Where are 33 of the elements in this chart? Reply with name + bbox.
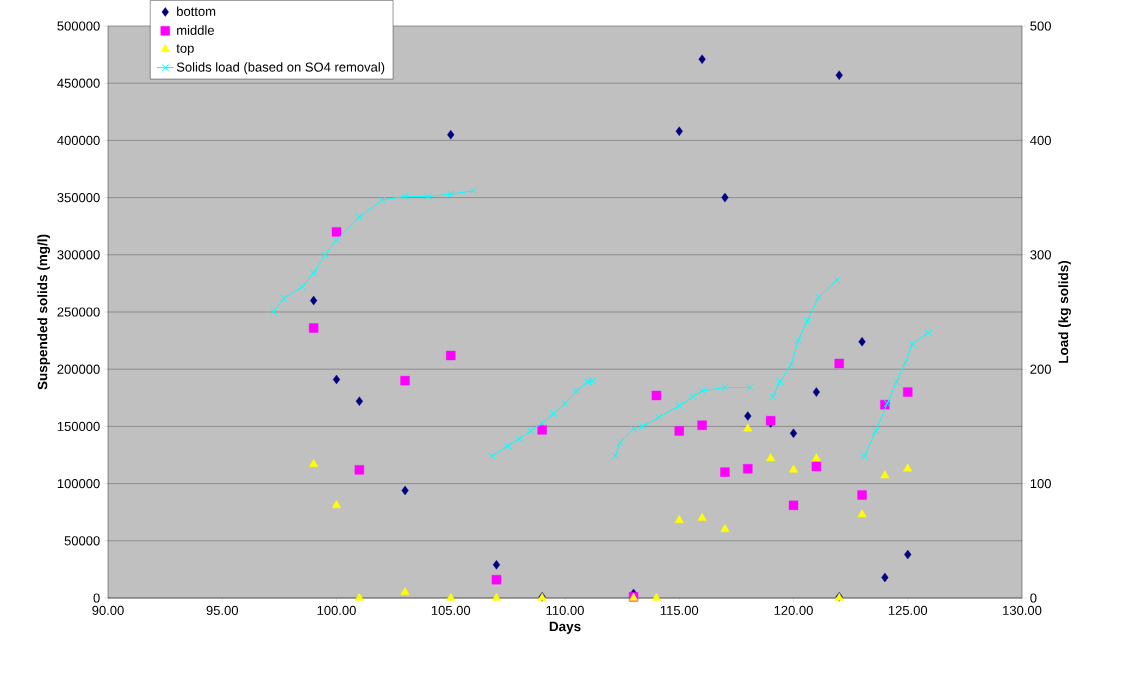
y-tick-label: 350000	[57, 192, 100, 203]
y-tick-label: 200000	[57, 364, 100, 374]
legend-label: Solids load (based on SO4 removal)	[176, 62, 385, 75]
x-tick-label: 95.00	[206, 605, 238, 615]
legend-label: middle	[177, 25, 214, 35]
x-tick-label: 120.00	[774, 605, 813, 615]
y-tick-label: 0	[93, 593, 100, 603]
y-tick-label: 500000	[57, 21, 100, 31]
y2-tick-label: 300	[1030, 250, 1051, 260]
x-tick-label: 105.00	[431, 605, 471, 615]
x-tick-label: 125.00	[888, 605, 928, 615]
y-tick-label: 100000	[57, 479, 100, 489]
y2-tick-label: 0	[1030, 593, 1037, 603]
y2-tick-label: 500	[1030, 21, 1051, 31]
y-tick-label: 250000	[57, 307, 100, 317]
y2-axis-title: Load (kg solids)	[1058, 260, 1071, 363]
x-tick-label: 90.00	[92, 605, 124, 615]
y2-tick-label: 100	[1030, 479, 1051, 489]
y-tick-label: 400000	[57, 135, 100, 145]
y2-tick-label: 200	[1030, 364, 1051, 374]
y-tick-label: 150000	[57, 421, 100, 431]
x-tick-label: 110.00	[546, 605, 584, 615]
y-tick-label: 300000	[57, 250, 100, 260]
legend-label: top	[176, 44, 194, 56]
x-tick-label: 130.00	[1003, 605, 1042, 615]
y-tick-label: 450000	[57, 78, 100, 88]
x-tick-label: 115.00	[660, 605, 699, 615]
legend-label: bottom	[177, 6, 216, 16]
y-axis-title: Suspended solids (mg/l)	[37, 234, 51, 390]
x-tick-label: 100.00	[317, 605, 356, 615]
y2-tick-label: 400	[1030, 135, 1051, 145]
x-axis-title: Days	[549, 621, 581, 634]
y-tick-label: 50000	[64, 536, 100, 546]
